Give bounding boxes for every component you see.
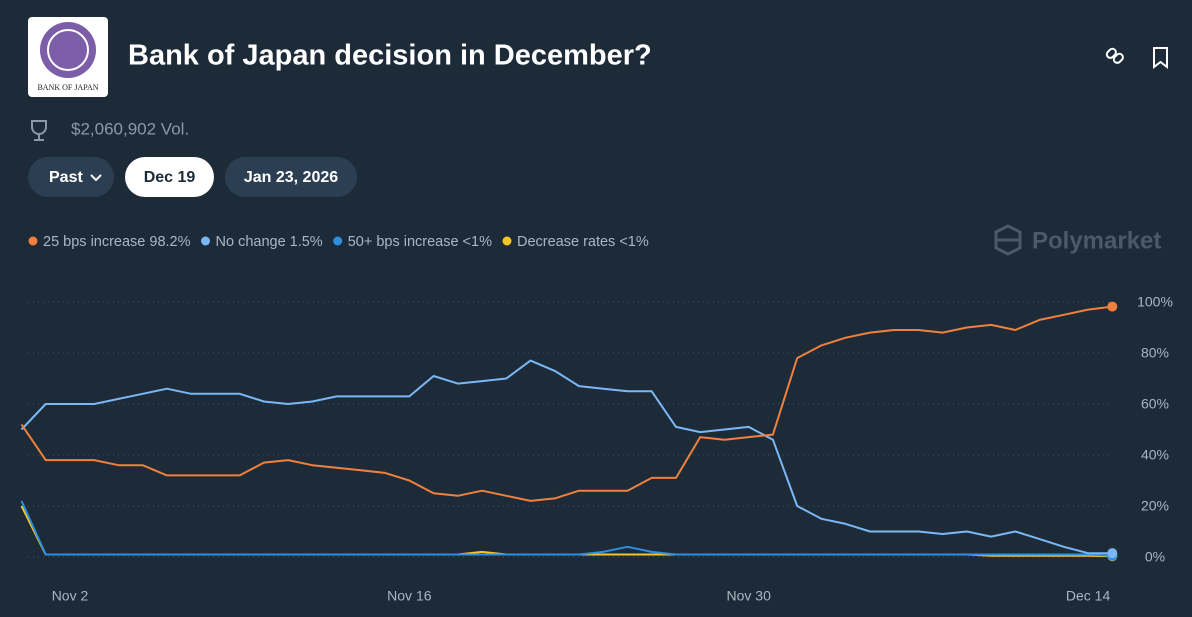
x-tick-label: Nov 2 bbox=[52, 588, 89, 604]
y-tick-label: 40% bbox=[1141, 447, 1169, 463]
legend-label: Decrease rates bbox=[517, 234, 615, 250]
date-button-label[interactable]: Jan 23, 2026 bbox=[244, 169, 338, 186]
legend-value: 1.5% bbox=[290, 234, 323, 250]
series-line bbox=[20, 359, 1113, 555]
legend-value: <1% bbox=[619, 234, 649, 250]
legend-dot bbox=[201, 236, 210, 246]
series-line bbox=[20, 305, 1113, 502]
y-tick-label: 0% bbox=[1145, 549, 1165, 565]
watermark-icon bbox=[994, 224, 1022, 256]
date-button-label[interactable]: Dec 19 bbox=[144, 169, 196, 186]
legend-label: No change bbox=[216, 234, 286, 250]
legend-value: <1% bbox=[463, 234, 493, 250]
legend-value: 98.2% bbox=[149, 234, 190, 250]
x-tick-label: Nov 30 bbox=[727, 588, 772, 604]
trophy-icon bbox=[31, 120, 47, 141]
y-tick-label: 60% bbox=[1141, 396, 1169, 412]
legend-label: 50+ bps increase bbox=[348, 234, 459, 250]
bookmark-icon[interactable] bbox=[1153, 47, 1168, 70]
legend-item: No change 1.5% bbox=[201, 234, 323, 250]
x-tick-label: Dec 14 bbox=[1066, 588, 1111, 604]
date-button-selected[interactable] bbox=[125, 157, 214, 197]
end-dot bbox=[1107, 301, 1118, 312]
x-tick-label: Nov 16 bbox=[387, 588, 432, 604]
legend-dot bbox=[333, 236, 343, 246]
link-icon[interactable] bbox=[1105, 47, 1124, 64]
logo-text: BANK OF JAPAN bbox=[37, 83, 98, 92]
chevron bbox=[90, 174, 102, 182]
y-tick-label: 80% bbox=[1141, 345, 1169, 361]
legend-item: 25 bps increase 98.2% bbox=[28, 234, 191, 250]
legend-dot bbox=[502, 236, 512, 246]
series-line bbox=[20, 500, 1113, 557]
legend-label: 25 bps increase bbox=[43, 234, 145, 250]
legend-item: Decrease rates <1% bbox=[502, 234, 649, 250]
past-button-label[interactable]: Past bbox=[49, 169, 83, 186]
logo-ring bbox=[47, 29, 89, 71]
y-tick-label: 20% bbox=[1141, 498, 1169, 514]
title: Bank of Japan decision in December? bbox=[128, 40, 652, 72]
y-tick-label: 100% bbox=[1137, 294, 1173, 310]
legend-item: 50+ bps increase <1% bbox=[333, 234, 492, 250]
volume: $2,060,902 Vol. bbox=[71, 119, 189, 138]
end-dot bbox=[1107, 548, 1118, 559]
legend-dot bbox=[28, 236, 38, 246]
watermark: Polymarket bbox=[1032, 227, 1161, 254]
past-button[interactable] bbox=[28, 157, 114, 197]
date-button[interactable] bbox=[225, 157, 357, 197]
